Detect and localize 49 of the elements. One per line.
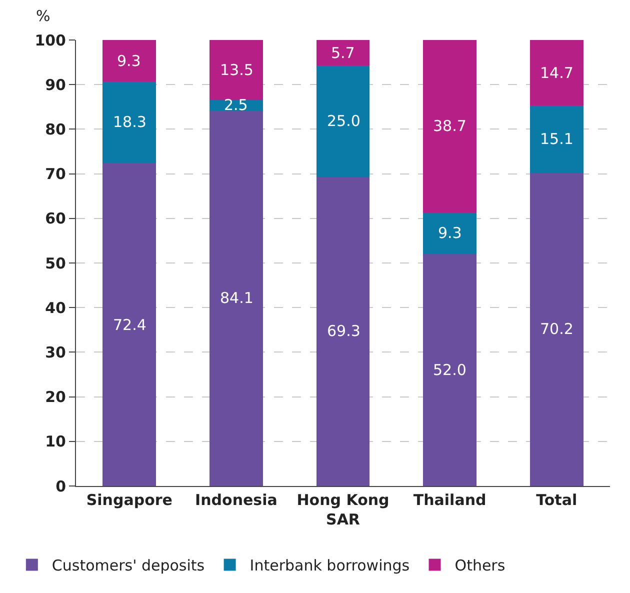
bar bbox=[102, 81, 156, 164]
bar bbox=[316, 176, 370, 486]
bar bbox=[530, 106, 584, 173]
x-tick-label: Singapore bbox=[86, 491, 172, 509]
x-tick-label: Thailand bbox=[413, 491, 486, 509]
data-label: 38.7 bbox=[433, 117, 466, 135]
y-tick-label: 10 bbox=[45, 432, 66, 451]
bar bbox=[316, 65, 370, 177]
bar bbox=[102, 163, 156, 486]
bar bbox=[423, 212, 476, 254]
data-label: 72.4 bbox=[113, 316, 146, 334]
legend-label: Others bbox=[454, 556, 506, 575]
y-tick-label: 90 bbox=[45, 76, 66, 94]
bar bbox=[530, 40, 584, 106]
data-label: 25.0 bbox=[327, 112, 360, 130]
legend-label: Customers' deposits bbox=[52, 556, 205, 575]
data-label: 18.3 bbox=[113, 113, 146, 131]
x-tick-label: Total bbox=[536, 491, 578, 509]
y-tick-label: 60 bbox=[45, 210, 66, 228]
data-label: 9.3 bbox=[117, 52, 141, 70]
bar bbox=[210, 40, 263, 100]
data-label: 5.7 bbox=[331, 44, 355, 62]
data-label: 70.2 bbox=[540, 320, 574, 338]
y-tick-label: 0 bbox=[56, 477, 66, 496]
bar bbox=[210, 110, 263, 486]
y-tick-label: 40 bbox=[45, 298, 66, 317]
bar bbox=[423, 254, 476, 486]
data-label: 69.3 bbox=[327, 322, 360, 340]
bar bbox=[530, 172, 584, 486]
y-axis-title: % bbox=[36, 7, 50, 25]
x-tick-label: Hong Kong SAR bbox=[296, 491, 390, 528]
data-label: 52.0 bbox=[433, 361, 466, 379]
y-tick-label: 70 bbox=[45, 165, 66, 184]
x-tick-label: Indonesia bbox=[195, 491, 278, 509]
bar bbox=[423, 40, 476, 213]
data-label: 9.3 bbox=[438, 224, 462, 242]
y-tick-label: 30 bbox=[45, 343, 66, 362]
y-tick-label: 20 bbox=[45, 388, 66, 406]
bar bbox=[102, 40, 156, 82]
data-label: 84.1 bbox=[220, 289, 254, 307]
y-tick-label: 50 bbox=[45, 254, 66, 272]
data-label: 2.5 bbox=[224, 96, 248, 114]
data-label: 13.5 bbox=[220, 61, 254, 79]
bar bbox=[316, 40, 370, 66]
legend-label: Interbank borrowings bbox=[250, 556, 410, 575]
data-label: 14.7 bbox=[540, 64, 574, 82]
y-tick-label: 80 bbox=[45, 120, 66, 138]
data-label: 15.1 bbox=[540, 130, 574, 148]
y-tick-label: 100 bbox=[34, 31, 66, 50]
